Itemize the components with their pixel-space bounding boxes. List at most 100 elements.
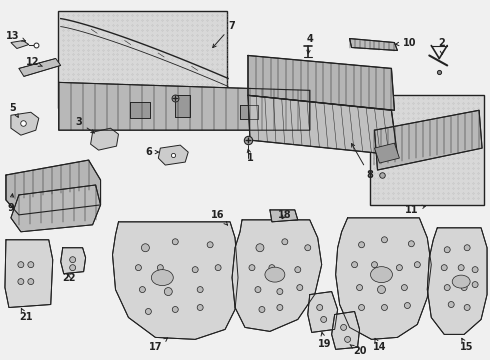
Ellipse shape	[164, 288, 172, 296]
Ellipse shape	[464, 245, 470, 251]
Ellipse shape	[297, 285, 303, 291]
Polygon shape	[175, 95, 190, 117]
Text: 13: 13	[6, 31, 25, 41]
Ellipse shape	[382, 237, 388, 243]
Polygon shape	[11, 185, 100, 232]
Polygon shape	[248, 95, 397, 155]
Text: 20: 20	[350, 345, 367, 356]
Ellipse shape	[197, 287, 203, 293]
Ellipse shape	[277, 305, 283, 310]
Ellipse shape	[255, 287, 261, 293]
Ellipse shape	[341, 324, 346, 330]
Ellipse shape	[172, 306, 178, 312]
Ellipse shape	[207, 242, 213, 248]
Text: 4: 4	[306, 33, 313, 54]
Ellipse shape	[448, 302, 454, 307]
Text: 14: 14	[373, 338, 386, 352]
Ellipse shape	[172, 239, 178, 245]
Polygon shape	[61, 248, 86, 274]
Ellipse shape	[140, 287, 146, 293]
Polygon shape	[113, 222, 238, 339]
Ellipse shape	[472, 267, 478, 273]
Text: 16: 16	[211, 210, 227, 225]
Text: 9: 9	[7, 194, 14, 213]
Polygon shape	[59, 82, 310, 130]
Polygon shape	[349, 39, 397, 50]
Ellipse shape	[28, 262, 34, 268]
Ellipse shape	[142, 244, 149, 252]
Text: 10: 10	[395, 37, 416, 48]
Polygon shape	[11, 112, 39, 135]
Ellipse shape	[197, 305, 203, 310]
Text: 5: 5	[9, 103, 18, 117]
Ellipse shape	[18, 262, 24, 268]
Ellipse shape	[282, 239, 288, 245]
Polygon shape	[232, 220, 322, 332]
Ellipse shape	[321, 316, 327, 323]
Ellipse shape	[396, 265, 402, 271]
Polygon shape	[130, 102, 150, 118]
Polygon shape	[270, 210, 298, 222]
Ellipse shape	[259, 306, 265, 312]
Ellipse shape	[265, 267, 285, 282]
Polygon shape	[158, 145, 188, 165]
Polygon shape	[374, 143, 399, 163]
Bar	[369, 95, 484, 205]
Ellipse shape	[441, 265, 447, 271]
Ellipse shape	[371, 262, 377, 268]
Text: 1: 1	[246, 149, 253, 163]
Ellipse shape	[256, 244, 264, 252]
Ellipse shape	[146, 309, 151, 315]
Polygon shape	[427, 228, 487, 334]
Polygon shape	[336, 218, 431, 339]
Ellipse shape	[401, 285, 407, 291]
Ellipse shape	[295, 267, 301, 273]
Ellipse shape	[70, 265, 75, 271]
Ellipse shape	[444, 285, 450, 291]
Ellipse shape	[344, 336, 350, 342]
Text: 7: 7	[213, 21, 235, 48]
Ellipse shape	[305, 245, 311, 251]
Ellipse shape	[18, 279, 24, 285]
Polygon shape	[5, 240, 53, 307]
Text: 11: 11	[405, 205, 426, 215]
Ellipse shape	[359, 242, 365, 248]
Polygon shape	[240, 105, 258, 119]
Ellipse shape	[352, 262, 358, 268]
Ellipse shape	[215, 265, 221, 271]
Ellipse shape	[408, 241, 415, 247]
Ellipse shape	[461, 285, 467, 291]
Ellipse shape	[357, 285, 363, 291]
Ellipse shape	[444, 247, 450, 253]
Ellipse shape	[277, 289, 283, 294]
Text: 22: 22	[62, 273, 75, 283]
Text: 3: 3	[75, 117, 95, 133]
Text: 8: 8	[351, 144, 373, 180]
Ellipse shape	[28, 279, 34, 285]
Ellipse shape	[151, 270, 173, 285]
Ellipse shape	[135, 265, 142, 271]
Ellipse shape	[382, 305, 388, 310]
Polygon shape	[6, 160, 100, 215]
Polygon shape	[308, 292, 338, 332]
Text: 19: 19	[318, 333, 331, 349]
Polygon shape	[91, 128, 119, 150]
Text: 12: 12	[26, 58, 43, 67]
Text: 18: 18	[278, 210, 292, 220]
Text: 17: 17	[148, 338, 168, 352]
Ellipse shape	[249, 265, 255, 271]
Ellipse shape	[269, 265, 275, 271]
Ellipse shape	[458, 265, 464, 271]
Ellipse shape	[70, 257, 75, 263]
Ellipse shape	[157, 265, 163, 271]
Ellipse shape	[404, 302, 410, 309]
Text: 21: 21	[19, 309, 33, 323]
Polygon shape	[19, 58, 61, 76]
Polygon shape	[248, 55, 394, 110]
Ellipse shape	[377, 285, 386, 293]
Ellipse shape	[317, 305, 323, 310]
Bar	[58, 11, 227, 108]
Text: 6: 6	[145, 147, 158, 157]
Ellipse shape	[452, 275, 470, 288]
Polygon shape	[11, 41, 29, 49]
